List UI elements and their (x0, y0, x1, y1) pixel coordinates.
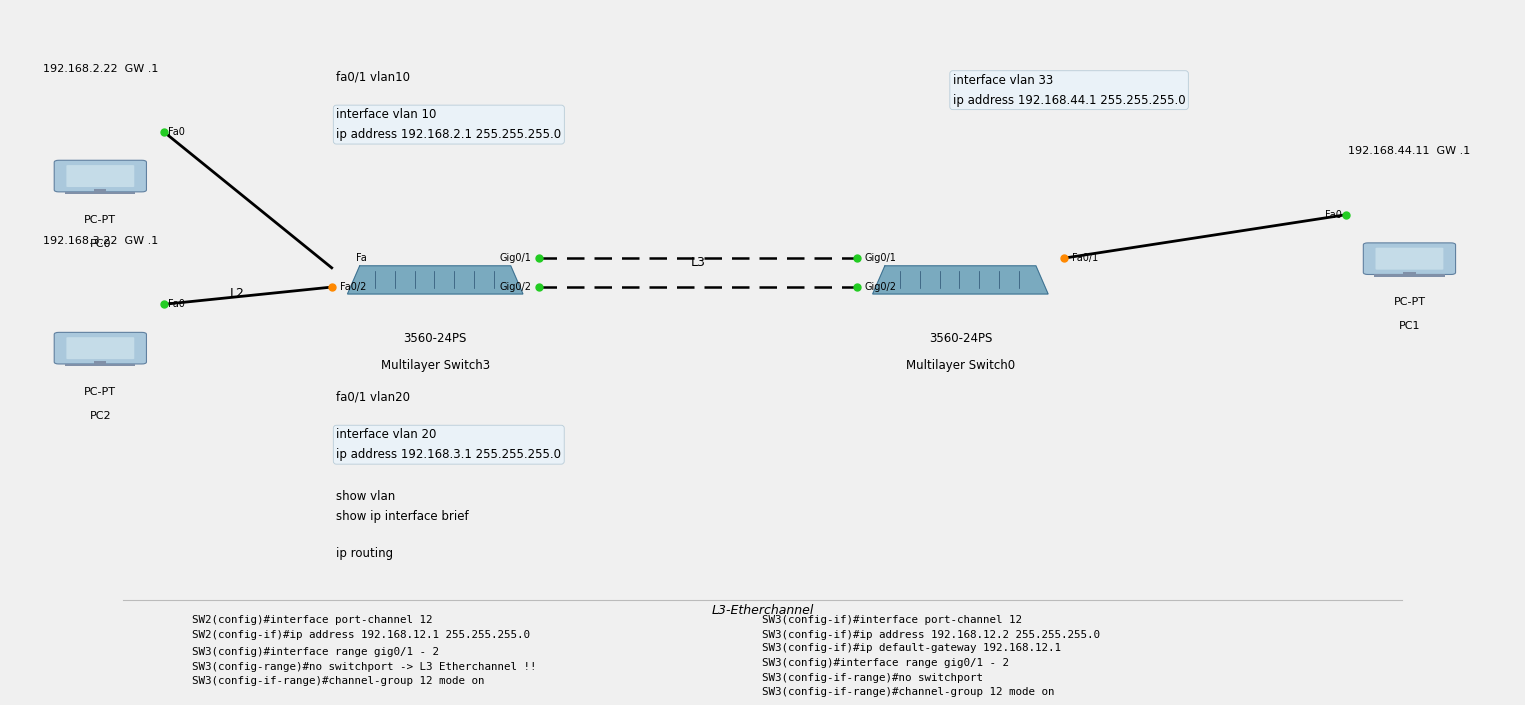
FancyBboxPatch shape (55, 332, 146, 364)
Text: SW3(config-if)#interface port-channel 12
SW3(config-if)#ip address 192.168.12.2 : SW3(config-if)#interface port-channel 12… (762, 615, 1101, 640)
Text: 3560-24PS: 3560-24PS (929, 332, 993, 345)
Text: PC-PT: PC-PT (84, 387, 116, 397)
Text: Gig0/2: Gig0/2 (499, 282, 531, 292)
Text: fa0/1 vlan10: fa0/1 vlan10 (337, 70, 410, 83)
Text: Gig0/1: Gig0/1 (865, 253, 897, 263)
FancyBboxPatch shape (67, 337, 134, 359)
Text: interface vlan 20
ip address 192.168.3.1 255.255.255.0: interface vlan 20 ip address 192.168.3.1… (337, 428, 561, 461)
Bar (1374, 274, 1444, 277)
Text: Fa0/1: Fa0/1 (1072, 253, 1098, 263)
FancyBboxPatch shape (67, 165, 134, 187)
Text: Multilayer Switch3: Multilayer Switch3 (381, 360, 490, 372)
Polygon shape (348, 266, 523, 294)
Text: SW3(config)#interface range gig0/1 - 2
SW3(config-range)#no switchport -> L3 Eth: SW3(config)#interface range gig0/1 - 2 S… (192, 647, 537, 686)
Text: PC0: PC0 (90, 239, 111, 249)
Text: L3-Etherchannel: L3-Etherchannel (711, 603, 814, 617)
Text: show vlan
show ip interface brief: show vlan show ip interface brief (337, 490, 468, 523)
Text: Fa0/2: Fa0/2 (340, 282, 366, 292)
Text: PC-PT: PC-PT (84, 215, 116, 225)
Text: L2: L2 (230, 288, 246, 300)
Text: ip routing: ip routing (337, 546, 393, 560)
Text: Fa0: Fa0 (168, 300, 185, 309)
FancyBboxPatch shape (55, 160, 146, 192)
Text: 192.168.2.22  GW .1: 192.168.2.22 GW .1 (43, 63, 159, 73)
FancyBboxPatch shape (1363, 243, 1455, 274)
Bar (95, 189, 107, 192)
Polygon shape (872, 266, 1048, 294)
Text: Fa0: Fa0 (1325, 210, 1342, 220)
Text: PC2: PC2 (90, 411, 111, 421)
Text: Gig0/2: Gig0/2 (865, 282, 897, 292)
Text: Multilayer Switch0: Multilayer Switch0 (906, 360, 1016, 372)
Text: PC-PT: PC-PT (1394, 298, 1426, 307)
Text: 192.168.3.22  GW .1: 192.168.3.22 GW .1 (43, 235, 159, 246)
Bar (66, 364, 136, 366)
Text: interface vlan 10
ip address 192.168.2.1 255.255.255.0: interface vlan 10 ip address 192.168.2.1… (337, 108, 561, 141)
Bar (1403, 271, 1415, 274)
Text: SW3(config-if)#ip default-gateway 192.168.12.1: SW3(config-if)#ip default-gateway 192.16… (762, 643, 1061, 653)
Text: SW2(config)#interface port-channel 12
SW2(config-if)#ip address 192.168.12.1 255: SW2(config)#interface port-channel 12 SW… (192, 615, 529, 640)
Text: Gig0/1: Gig0/1 (499, 253, 531, 263)
Text: L3: L3 (691, 257, 706, 269)
Text: SW3(config)#interface range gig0/1 - 2
SW3(config-if-range)#no switchport
SW3(co: SW3(config)#interface range gig0/1 - 2 S… (762, 658, 1055, 697)
Text: 3560-24PS: 3560-24PS (404, 332, 467, 345)
Text: PC1: PC1 (1398, 321, 1420, 331)
FancyBboxPatch shape (1376, 247, 1443, 269)
Bar (66, 192, 136, 194)
Text: Fa: Fa (355, 253, 366, 263)
Text: 192.168.44.11  GW .1: 192.168.44.11 GW .1 (1348, 146, 1470, 157)
Text: Fa0: Fa0 (168, 127, 185, 137)
Bar (95, 361, 107, 364)
Text: fa0/1 vlan20: fa0/1 vlan20 (337, 391, 410, 403)
Text: interface vlan 33
ip address 192.168.44.1 255.255.255.0: interface vlan 33 ip address 192.168.44.… (953, 73, 1185, 106)
